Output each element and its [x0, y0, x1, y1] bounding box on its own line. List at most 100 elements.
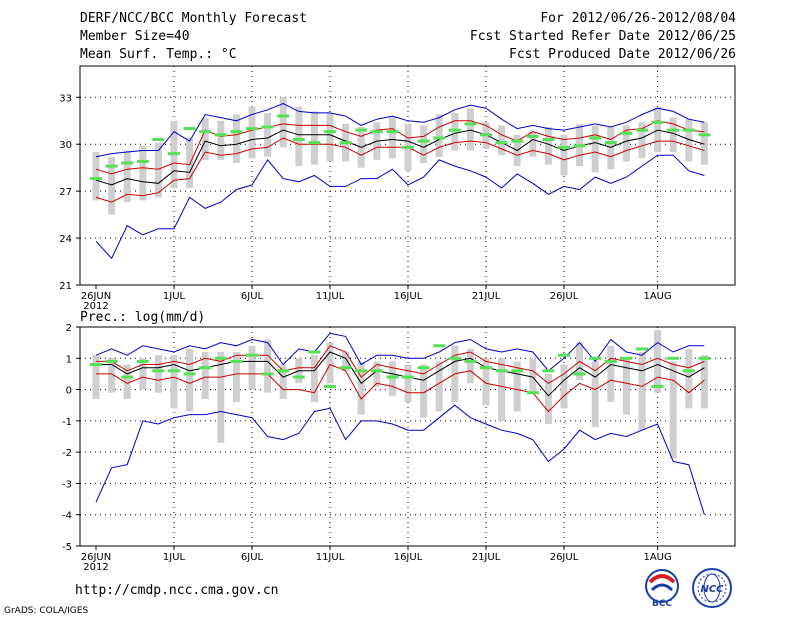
precip-xtick-label: 26JUL [550, 552, 579, 563]
temp-spread-box [92, 152, 100, 201]
precip-xtick-label: 26JUN [81, 552, 111, 563]
temp-spread-box [123, 150, 131, 203]
precip-observed-marker [230, 359, 243, 363]
precip-observed-marker [199, 366, 212, 370]
temp-lower-line [95, 137, 705, 203]
precip-observed-marker [620, 356, 633, 360]
precip-spread-box [654, 330, 662, 393]
temp-observed-marker [121, 161, 134, 165]
temp-ytick-label: 30 [59, 140, 72, 151]
temp-observed-marker [511, 139, 524, 143]
precip-ytick-label: 1 [66, 354, 72, 365]
member-size-label: Member Size=40 [80, 29, 190, 44]
precip-upper-line [96, 345, 705, 384]
precip-spread-box [420, 364, 428, 418]
website-url[interactable]: http://cmdp.ncc.cma.gov.cn [75, 583, 279, 598]
temp-observed-marker [136, 159, 149, 163]
temp-spread-box [201, 117, 209, 160]
temp-xtick-label: 16JUL [394, 291, 423, 302]
temp-spread-box [529, 131, 537, 157]
temp-spread-box [451, 112, 459, 151]
precip-observed-marker [214, 356, 227, 360]
precip-spread-box [264, 339, 272, 393]
precip-lower-line [96, 363, 705, 413]
precip-observed-marker [448, 356, 461, 360]
precip-xtick-label: 16JUL [394, 552, 423, 563]
precip-observed-marker [558, 353, 570, 357]
temp-ytick-label: 21 [59, 281, 72, 292]
temp-observed-marker [339, 141, 352, 145]
temp-spread-box [591, 125, 599, 173]
temp-observed-marker [464, 122, 477, 126]
precip-spread-box [232, 352, 240, 403]
precip-spread-box [404, 364, 412, 403]
temp-year-label: 2012 [83, 301, 108, 312]
chart-title: DERF/NCC/BCC Monthly Forecast [80, 11, 307, 26]
temp-observed-marker [246, 127, 258, 131]
precip-observed-marker [682, 369, 695, 373]
temp-spread-box [264, 112, 272, 157]
temp-spread-box [669, 117, 677, 153]
precip-observed-marker [589, 356, 602, 360]
bcc-logo: BCC [645, 569, 679, 609]
forecast-produced-date: Fcst Produced Date 2012/06/26 [509, 47, 736, 62]
precip-observed-marker [152, 369, 165, 373]
precip-spread-box [669, 361, 677, 459]
temp-spread-box [295, 106, 303, 167]
temp-observed-marker [636, 128, 648, 132]
precip-spread-box [186, 348, 194, 412]
precip-observed-marker [480, 366, 492, 370]
temp-spread-box [154, 142, 162, 198]
temp-observed-marker [168, 152, 180, 156]
temp-spread-box [435, 114, 443, 157]
precip-spread-box [513, 361, 521, 412]
temp-spread-box [638, 122, 646, 159]
grads-credit: GrADS: COLA/IGES [4, 606, 89, 616]
precip-xtick-label: 1AUG [643, 552, 671, 563]
ncc-logo-text: NCC [700, 584, 724, 595]
precip-observed-marker [542, 369, 555, 373]
temp-observed-marker [542, 138, 555, 142]
precip-observed-marker [105, 359, 118, 363]
temp-observed-marker [324, 130, 336, 134]
precip-mean-line [96, 351, 705, 397]
precip-spread-box [607, 345, 615, 403]
temp-spread-box [217, 120, 225, 160]
temp-max-line [95, 102, 705, 158]
precip-spread-box [482, 358, 490, 406]
temp-observed-marker [230, 130, 243, 134]
precip-observed-marker [417, 366, 430, 370]
temp-observed-marker [105, 164, 118, 168]
temp-ytick-label: 33 [59, 93, 72, 104]
precip-year-label: 2012 [83, 562, 108, 573]
precip-observed-marker [402, 375, 414, 379]
temp-ytick-label: 24 [59, 234, 72, 245]
precip-plot-frame [79, 326, 736, 547]
temp-observed-marker [152, 138, 165, 142]
temp-spread-box [700, 122, 708, 165]
temp-min-line [95, 154, 705, 260]
precip-observed-marker [526, 391, 539, 395]
precip-spread-box [170, 355, 178, 409]
precip-observed-marker [511, 369, 524, 373]
temp-observed-marker [558, 145, 570, 149]
temp-spread-box [232, 114, 240, 163]
precip-spread-box [357, 361, 365, 415]
precip-observed-marker [90, 363, 102, 367]
precip-ytick-label: -1 [62, 417, 72, 428]
precip-ytick-label: -3 [62, 479, 72, 490]
temp-observed-marker [448, 128, 461, 132]
temp-spread-box [326, 112, 334, 162]
precip-xtick-label: 6JUL [241, 552, 264, 563]
temp-observed-marker [277, 114, 290, 118]
precip-xtick-label: 11JUL [316, 552, 345, 563]
precip-observed-marker [121, 375, 134, 379]
temp-spread-box [279, 97, 287, 148]
precip-spread-box [201, 352, 209, 399]
temp-observed-marker [355, 128, 368, 132]
precip-spread-box [466, 348, 474, 384]
precip-spread-box [373, 361, 381, 387]
precip-observed-marker [324, 384, 336, 388]
temp-spread-box [388, 116, 396, 159]
